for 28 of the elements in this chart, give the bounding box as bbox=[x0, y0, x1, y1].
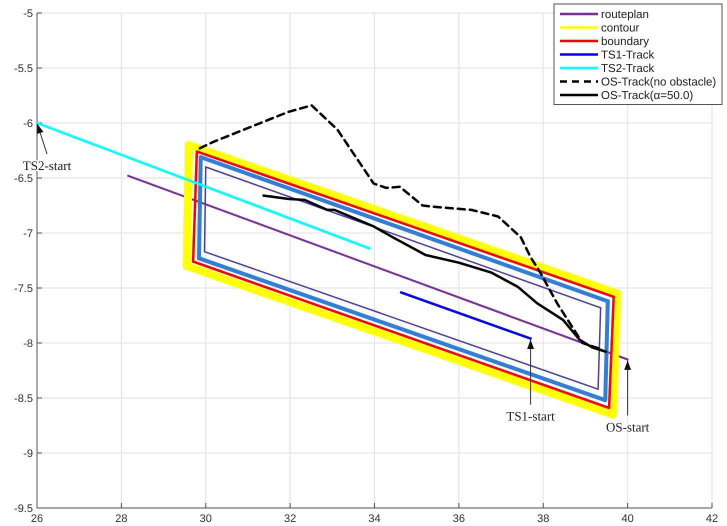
y-tick-label: -5.5 bbox=[14, 63, 33, 75]
y-tick-label: -7 bbox=[23, 228, 33, 240]
y-tick-label: -7.5 bbox=[14, 283, 33, 295]
x-tick-label: 30 bbox=[200, 513, 212, 525]
annotation: OS-start bbox=[606, 420, 650, 434]
y-tick-label: -8 bbox=[23, 338, 33, 350]
x-tick-label: 26 bbox=[30, 513, 44, 525]
x-tick-label: 32 bbox=[284, 513, 296, 525]
y-tick-label: -9.5 bbox=[14, 503, 33, 515]
legend-label: TS2-Track bbox=[601, 63, 654, 75]
x-tick-label: 42 bbox=[706, 513, 718, 525]
x-tick-label: 38 bbox=[537, 513, 550, 525]
legend-label: OS-Track(no obstacle) bbox=[601, 76, 716, 88]
y-tick-label: -5 bbox=[23, 8, 33, 20]
legend-label: contour bbox=[601, 22, 640, 34]
legend-label: OS-Track(α=50.0) bbox=[601, 90, 694, 102]
y-tick-label: -9 bbox=[23, 448, 33, 460]
legend-label: TS1-Track bbox=[601, 50, 654, 62]
legend-label: boundary bbox=[601, 36, 650, 48]
x-tick-label: 28 bbox=[115, 513, 128, 525]
y-tick-label: -6.5 bbox=[14, 173, 33, 185]
x-tick-label: 36 bbox=[452, 513, 465, 525]
y-tick-label: -8.5 bbox=[14, 393, 33, 405]
y-tick-label: -6 bbox=[23, 118, 33, 130]
legend-label: routeplan bbox=[601, 9, 649, 21]
x-tick-label: 40 bbox=[622, 513, 634, 525]
x-tick-label: 34 bbox=[368, 513, 381, 525]
annotation: TS1-start bbox=[506, 408, 556, 424]
